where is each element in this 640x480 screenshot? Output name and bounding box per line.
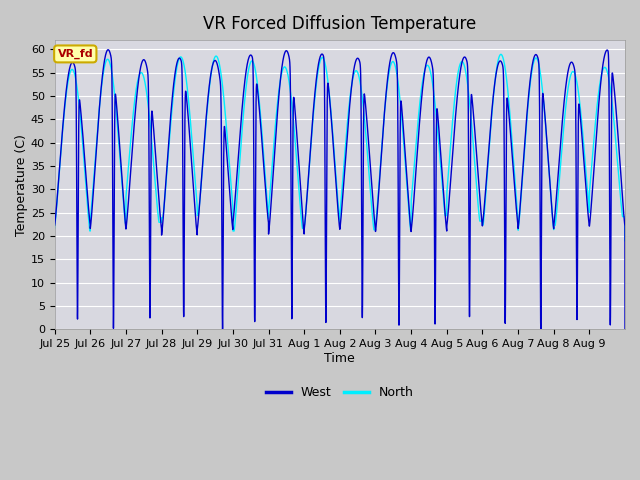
Text: VR_fd: VR_fd [58,49,93,59]
Legend: West, North: West, North [260,381,419,404]
Y-axis label: Temperature (C): Temperature (C) [15,134,28,236]
X-axis label: Time: Time [324,352,355,365]
Title: VR Forced Diffusion Temperature: VR Forced Diffusion Temperature [203,15,476,33]
